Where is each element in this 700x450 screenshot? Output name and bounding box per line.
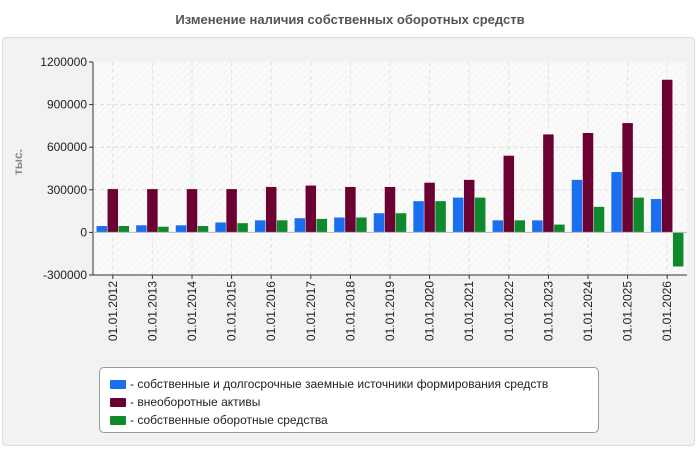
x-tick-label: 01.01.2021 <box>462 281 476 341</box>
y-tick-label: 1200000 <box>40 55 87 69</box>
x-tick-label: 01.01.2014 <box>185 281 199 341</box>
sources-bar <box>413 201 424 233</box>
sources-bar <box>175 225 187 233</box>
legend-swatch-working-capital <box>110 415 126 425</box>
x-tick-label: 01.01.2023 <box>541 281 555 341</box>
y-tick-label: -300000 <box>43 268 87 282</box>
y-tick-label: 600000 <box>47 140 87 154</box>
y-tick-label: 300000 <box>47 183 87 197</box>
sources-bar <box>492 220 504 233</box>
working-capital-bar <box>158 226 169 233</box>
sources-bar <box>650 199 662 233</box>
noncurrent-assets-bar <box>622 123 633 233</box>
working-capital-bar <box>593 206 605 233</box>
x-tick-label: 01.01.2018 <box>343 281 357 341</box>
sources-bar <box>136 225 147 233</box>
x-tick-label: 01.01.2019 <box>383 281 397 341</box>
noncurrent-assets-bar <box>147 189 158 233</box>
working-capital-bar <box>395 213 407 233</box>
working-capital-bar <box>356 217 367 233</box>
working-capital-bar <box>474 197 486 233</box>
noncurrent-assets-bar <box>661 79 673 233</box>
working-capital-bar <box>197 226 209 233</box>
noncurrent-assets-bar <box>345 186 356 233</box>
x-tick-label: 01.01.2017 <box>304 281 318 341</box>
x-tick-label: 01.01.2026 <box>660 281 674 341</box>
sources-bar <box>334 217 345 233</box>
x-tick-label: 01.01.2013 <box>145 281 159 341</box>
sources-bar <box>452 197 464 233</box>
working-capital-bar <box>316 218 328 233</box>
legend-swatch-noncurrent-assets <box>110 397 126 407</box>
sources-bar <box>96 226 108 233</box>
x-tick-label: 01.01.2012 <box>106 281 120 341</box>
working-capital-bar <box>514 220 526 233</box>
chart-legend: - собственные и долгосрочные заемные ист… <box>99 367 599 433</box>
noncurrent-assets-bar <box>226 189 237 233</box>
legend-item-sources: - собственные и долгосрочные заемные ист… <box>110 375 598 393</box>
legend-item-noncurrent-assets: - внеоборотные активы <box>110 393 598 411</box>
noncurrent-assets-bar <box>543 134 554 233</box>
noncurrent-assets-bar <box>463 179 475 233</box>
sources-bar <box>611 172 622 233</box>
noncurrent-assets-bar <box>186 189 198 233</box>
x-tick-label: 01.01.2022 <box>502 281 516 341</box>
sources-bar <box>215 222 226 233</box>
working-capital-bar <box>118 226 130 233</box>
y-tick-label: 900000 <box>47 98 87 112</box>
x-tick-label: 01.01.2016 <box>264 281 278 341</box>
legend-swatch-sources <box>110 379 126 389</box>
x-tick-label: 01.01.2024 <box>581 281 595 341</box>
noncurrent-assets-bar <box>107 189 119 233</box>
working-capital-bar <box>435 201 446 233</box>
sources-bar <box>254 220 266 233</box>
x-tick-label: 01.01.2020 <box>423 281 437 341</box>
legend-item-working-capital: - собственные оборотные средства <box>110 411 598 429</box>
legend-label-sources: - собственные и долгосрочные заемные ист… <box>130 377 549 391</box>
legend-label-noncurrent-assets: - внеоборотные активы <box>130 395 261 409</box>
y-axis-label: тыс. <box>11 149 25 175</box>
noncurrent-assets-bar <box>265 186 277 233</box>
legend-label-working-capital: - собственные оборотные средства <box>130 413 328 427</box>
noncurrent-assets-bar <box>582 133 594 233</box>
sources-bar <box>532 220 543 233</box>
noncurrent-assets-bar <box>424 182 435 233</box>
x-tick-label: 01.01.2015 <box>225 281 239 341</box>
sources-bar <box>571 179 583 233</box>
working-capital-bar <box>276 220 288 233</box>
noncurrent-assets-bar <box>503 155 515 233</box>
noncurrent-assets-bar <box>305 185 317 233</box>
y-tick-label: 0 <box>80 225 87 239</box>
working-capital-bar <box>237 223 248 233</box>
working-capital-bar <box>672 232 684 267</box>
working-capital-bar <box>633 197 644 233</box>
sources-bar <box>294 218 306 233</box>
sources-bar <box>373 213 385 233</box>
x-tick-label: 01.01.2025 <box>621 281 635 341</box>
noncurrent-assets-bar <box>384 186 396 233</box>
working-capital-bar <box>554 224 565 233</box>
chart-title: Изменение наличия собственных оборотных … <box>175 12 525 27</box>
